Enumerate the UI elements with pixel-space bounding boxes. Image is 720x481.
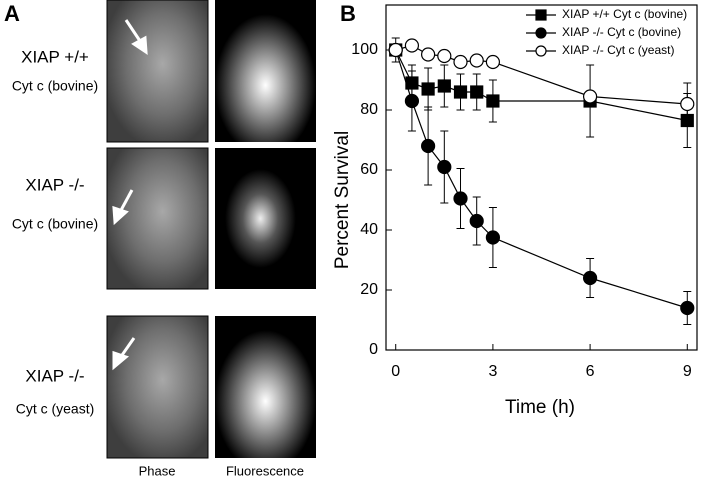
marker [680, 113, 694, 128]
marker [582, 270, 598, 286]
panel-label: A [4, 1, 20, 26]
row-sublabel: Cyt c (yeast) [16, 401, 95, 417]
marker [453, 191, 468, 206]
marker [680, 96, 695, 112]
marker [404, 93, 420, 109]
marker [453, 54, 468, 70]
x-axis-label: Time (h) [505, 397, 575, 418]
y-axis-label: Percent Survival [332, 131, 353, 269]
legend-marker [535, 45, 547, 57]
marker [680, 300, 695, 316]
legend-label: XIAP +/+ Cyt c (bovine) [562, 7, 687, 21]
x-tick-label: 6 [586, 363, 595, 380]
phase-image [106, 147, 209, 290]
marker [470, 85, 484, 99]
legend-marker [535, 27, 547, 39]
row-sublabel: Cyt c (bovine) [12, 216, 98, 232]
legend-label: XIAP -/- Cyt c (yeast) [562, 43, 674, 57]
x-tick-label: 9 [683, 363, 692, 380]
marker [437, 79, 451, 93]
legend-label: XIAP -/- Cyt c (bovine) [562, 25, 681, 39]
y-tick-label: 40 [360, 221, 378, 238]
y-tick-label: 60 [360, 161, 378, 178]
marker [421, 138, 436, 154]
marker [388, 42, 403, 58]
row-label: XIAP -/- [25, 175, 84, 194]
marker [486, 94, 500, 108]
column-label: Fluorescence [226, 463, 304, 478]
marker [582, 89, 598, 104]
marker [421, 47, 436, 62]
fluorescence-image [215, 316, 316, 458]
marker [437, 159, 452, 175]
x-tick-label: 0 [391, 363, 400, 380]
row-label: XIAP +/+ [21, 47, 89, 66]
row-label: XIAP -/- [25, 366, 84, 385]
marker [485, 230, 501, 245]
legend-marker [535, 9, 547, 21]
y-tick-label: 20 [360, 281, 378, 298]
y-tick-label: 0 [369, 341, 378, 358]
marker [405, 76, 419, 90]
marker [485, 54, 501, 70]
column-label: Phase [139, 463, 176, 478]
marker [469, 53, 484, 68]
marker [404, 38, 420, 53]
y-tick-label: 80 [360, 101, 378, 118]
phase-image [106, 315, 209, 459]
panel-label: B [340, 1, 356, 26]
marker [469, 213, 484, 229]
row-sublabel: Cyt c (bovine) [12, 78, 98, 94]
marker [453, 85, 468, 99]
phase-image [106, 0, 209, 143]
marker [437, 48, 452, 64]
fluorescence-image [215, 148, 316, 289]
marker [421, 82, 435, 96]
fluorescence-image [215, 0, 316, 142]
micrographs [106, 0, 316, 459]
x-tick-label: 3 [488, 363, 497, 380]
plot-frame [385, 4, 698, 351]
arrows [112, 19, 148, 371]
y-tick-label: 100 [351, 41, 378, 58]
